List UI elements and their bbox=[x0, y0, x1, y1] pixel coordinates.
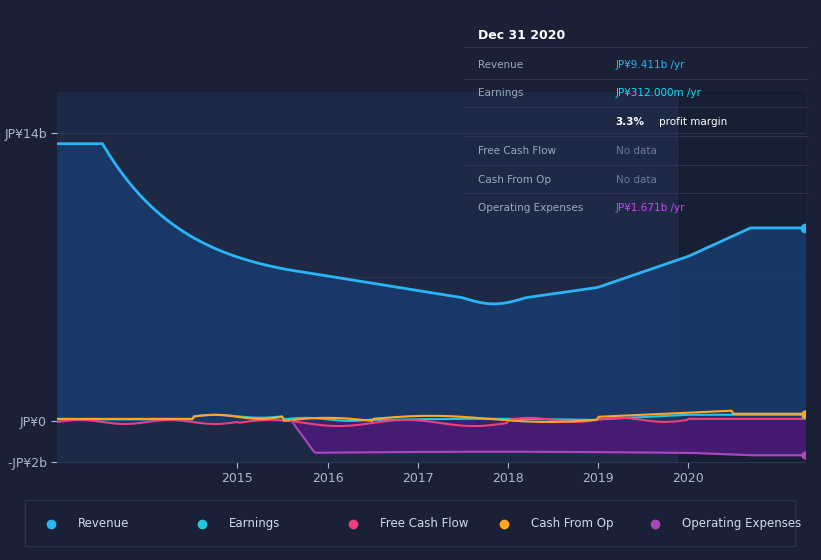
Text: Free Cash Flow: Free Cash Flow bbox=[379, 517, 468, 530]
Text: JP¥312.000m /yr: JP¥312.000m /yr bbox=[616, 88, 701, 99]
Text: Operating Expenses: Operating Expenses bbox=[681, 517, 801, 530]
Text: Dec 31 2020: Dec 31 2020 bbox=[478, 30, 565, 43]
Text: Cash From Op: Cash From Op bbox=[478, 175, 551, 185]
Text: Revenue: Revenue bbox=[77, 517, 129, 530]
Text: profit margin: profit margin bbox=[658, 117, 727, 127]
Text: Free Cash Flow: Free Cash Flow bbox=[478, 146, 556, 156]
Text: Cash From Op: Cash From Op bbox=[530, 517, 613, 530]
Text: Earnings: Earnings bbox=[228, 517, 280, 530]
Text: No data: No data bbox=[616, 146, 657, 156]
FancyBboxPatch shape bbox=[25, 501, 796, 547]
Text: JP¥9.411b /yr: JP¥9.411b /yr bbox=[616, 60, 685, 70]
Text: Earnings: Earnings bbox=[478, 88, 523, 99]
Text: Operating Expenses: Operating Expenses bbox=[478, 203, 583, 213]
Text: No data: No data bbox=[616, 175, 657, 185]
Bar bbox=[679, 92, 805, 462]
Text: Revenue: Revenue bbox=[478, 60, 523, 70]
Text: 3.3%: 3.3% bbox=[616, 117, 644, 127]
Text: JP¥1.671b /yr: JP¥1.671b /yr bbox=[616, 203, 685, 213]
